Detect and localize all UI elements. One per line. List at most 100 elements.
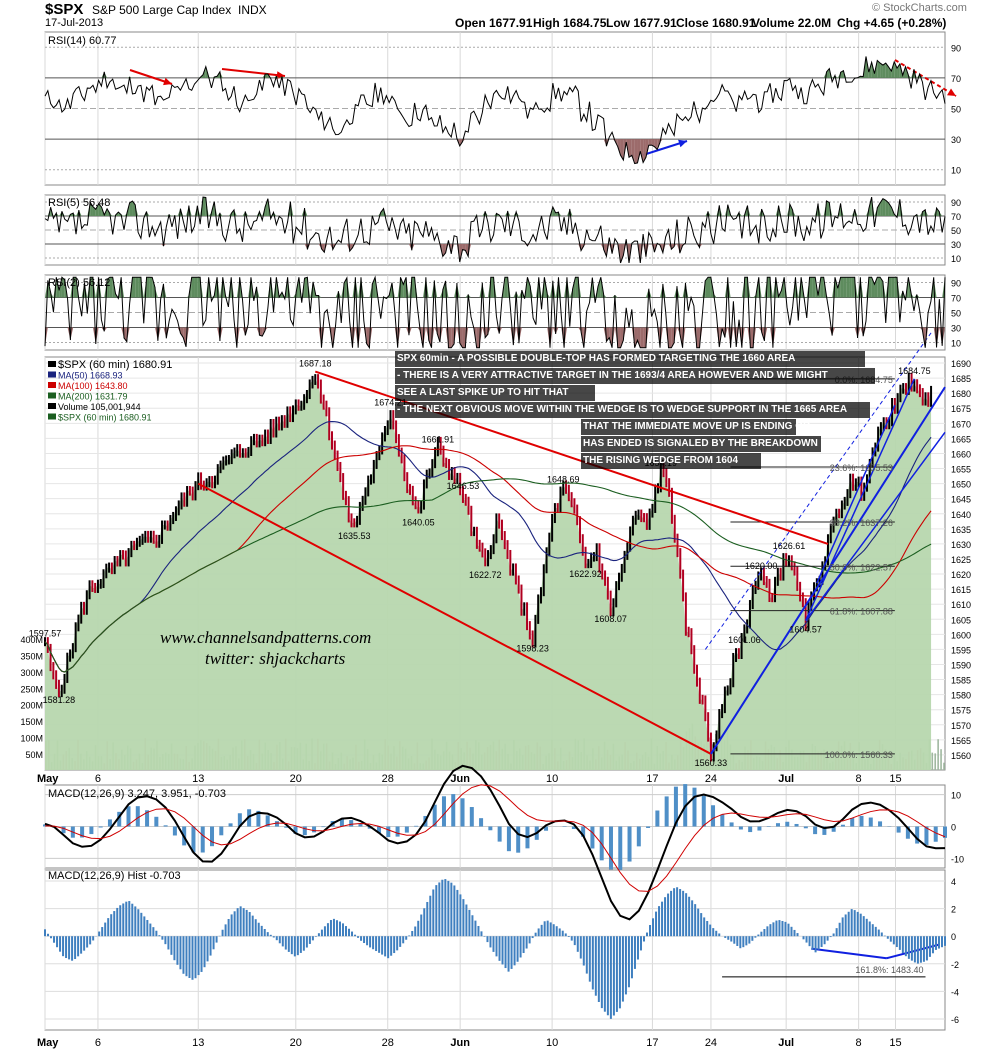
hist-bar <box>62 936 65 957</box>
note-highlight <box>581 436 821 452</box>
hist-bar <box>113 911 116 937</box>
hist-bar <box>757 934 760 937</box>
price-tick-label: 1570 <box>951 721 971 731</box>
x-tick-label: Jun <box>450 773 470 785</box>
macd-bar <box>154 816 159 827</box>
macd-bar <box>200 826 205 853</box>
hist-bar <box>639 936 642 951</box>
hist-bar <box>745 936 748 946</box>
rsi-oversold-fill <box>629 139 632 158</box>
macd-bar <box>460 798 465 827</box>
price-point-label: 1620.00 <box>745 561 778 571</box>
macd-bar <box>312 826 317 833</box>
hist-bar <box>167 936 170 950</box>
price-tick-label: 1670 <box>951 419 971 429</box>
rsi-oversold-fill <box>104 327 108 332</box>
macd-bar <box>720 814 725 827</box>
macd-bar <box>590 826 595 849</box>
price-point-label: 1598.23 <box>516 644 549 654</box>
rsi-overbought-fill <box>490 277 494 298</box>
rsi-oversold-fill <box>696 327 700 348</box>
price-tick-label: 1580 <box>951 691 971 701</box>
rsi-oversold-fill <box>180 327 184 338</box>
hist-bar <box>618 936 621 1009</box>
index-name: S&P 500 Large Cap Index <box>92 3 232 17</box>
hist-bar <box>357 936 360 938</box>
hist-bar <box>50 936 53 939</box>
rsi-overbought-fill <box>135 277 139 298</box>
legend-swatch <box>48 382 56 388</box>
rsi-overbought-fill <box>400 277 404 298</box>
hist-bar <box>856 911 859 937</box>
rsi-overbought-fill <box>372 277 376 298</box>
price-point-label: 1601.06 <box>728 635 761 645</box>
hist-bar <box>408 935 411 937</box>
hist-bar <box>221 929 224 937</box>
hist-bar <box>83 936 86 951</box>
price-tick-label: 1675 <box>951 404 971 414</box>
rsi-overbought-fill <box>126 76 130 78</box>
hist-bar <box>525 936 528 949</box>
rsi5-label: RSI(5) 56.48 <box>48 197 110 209</box>
hist-bar <box>311 936 314 941</box>
hist-bar <box>378 936 381 953</box>
rsi-level-label: 70 <box>951 294 961 304</box>
rsi-overbought-fill <box>442 280 446 298</box>
rsi-level-label: 10 <box>951 166 961 176</box>
macd-bar <box>237 813 242 827</box>
hist-bar <box>474 920 477 937</box>
rsi-overbought-fill <box>61 211 65 216</box>
hist-bar <box>101 927 104 937</box>
hist-bar <box>652 918 655 937</box>
macd-bar <box>367 826 372 829</box>
hist-bar <box>910 936 913 961</box>
rsi-oversold-fill <box>631 139 635 164</box>
hist-bar <box>808 936 811 947</box>
price-tick-label: 1605 <box>951 615 971 625</box>
macd-bar <box>664 796 669 827</box>
hist-fib-label: 161.8%: 1483.40 <box>855 965 923 975</box>
hist-bar <box>898 936 901 950</box>
rsi-level-label: 90 <box>951 279 961 289</box>
rsi-overbought-fill <box>820 277 824 298</box>
hist-bar <box>594 936 597 996</box>
macd-bar <box>163 825 168 827</box>
hist-bar <box>715 930 718 937</box>
hist-bar <box>895 936 898 948</box>
hist-bar <box>591 936 594 990</box>
x-tick-label: Jul <box>778 773 794 785</box>
volume-tick-label: 150M <box>20 717 43 727</box>
hist-bar <box>901 936 904 954</box>
rsi-oversold-fill <box>448 327 452 348</box>
hist-bar <box>907 936 910 959</box>
hist-bar <box>850 909 853 937</box>
macd-bar <box>608 826 613 870</box>
hist-bar <box>691 900 694 937</box>
rsi-overbought-fill <box>403 277 407 298</box>
hist-bar <box>269 934 272 937</box>
x-tick-label: 13 <box>192 773 204 785</box>
macd-bar <box>339 818 344 827</box>
hist-bar <box>188 936 191 978</box>
stockcharts-credit: © StockCharts.com <box>872 2 967 14</box>
hist-bar <box>877 929 880 937</box>
macd-bar <box>785 821 790 827</box>
hist-bar <box>823 936 826 945</box>
volume-tick-label: 300M <box>20 668 43 678</box>
rsi-overbought-fill <box>465 294 469 298</box>
rsi-oversold-fill <box>750 327 754 348</box>
hist-bar <box>119 905 122 937</box>
note-line-2: - THERE IS A VERY ATTRACTIVE TARGET IN T… <box>397 370 828 381</box>
rsi-overbought-fill <box>877 202 881 216</box>
hist-bar <box>736 936 739 946</box>
hist-bar <box>802 936 805 940</box>
hist-bar <box>125 901 128 937</box>
rsi-oversold-fill <box>671 327 675 348</box>
hist-bar <box>161 936 164 940</box>
macd-signal-line <box>44 784 946 892</box>
hist-bar <box>712 928 715 937</box>
macd-label: MACD(12,26,9) 3.247, 3.951, -0.703 <box>48 788 226 800</box>
hist-bar <box>883 935 886 937</box>
macd-bar <box>822 826 827 835</box>
hist-bar <box>399 936 402 947</box>
